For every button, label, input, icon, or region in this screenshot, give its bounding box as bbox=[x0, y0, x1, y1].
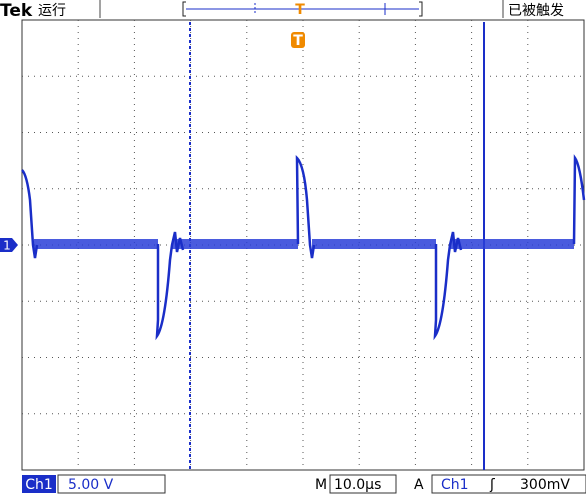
trigger-box bbox=[431, 474, 586, 494]
run-state: 运行 bbox=[38, 3, 66, 19]
trigger-mode: A bbox=[414, 477, 424, 493]
channel-box bbox=[22, 475, 56, 493]
trigger-slope: ʃ bbox=[489, 477, 495, 493]
channel-label: Ch1 bbox=[25, 477, 53, 493]
waveform bbox=[21, 154, 586, 341]
trigger-status: 已被触发 bbox=[508, 3, 564, 19]
volts-box bbox=[57, 474, 166, 494]
volts-per-div: 5.00 V bbox=[68, 477, 114, 493]
trigger-marker-box bbox=[291, 32, 305, 48]
channel-marker-box bbox=[0, 238, 18, 252]
time-per-div: 10.0µs bbox=[334, 477, 381, 493]
trigger-level: 300mV bbox=[520, 477, 570, 493]
brand: Tek bbox=[0, 1, 33, 21]
trigger-marker: T bbox=[293, 33, 303, 49]
record-bracket bbox=[182, 1, 423, 17]
time-box bbox=[329, 474, 397, 494]
trigger-source: Ch1 bbox=[441, 477, 469, 493]
channel-marker: 1 bbox=[3, 239, 11, 253]
time-label: M bbox=[315, 477, 327, 493]
trigger-position: T bbox=[295, 2, 305, 18]
